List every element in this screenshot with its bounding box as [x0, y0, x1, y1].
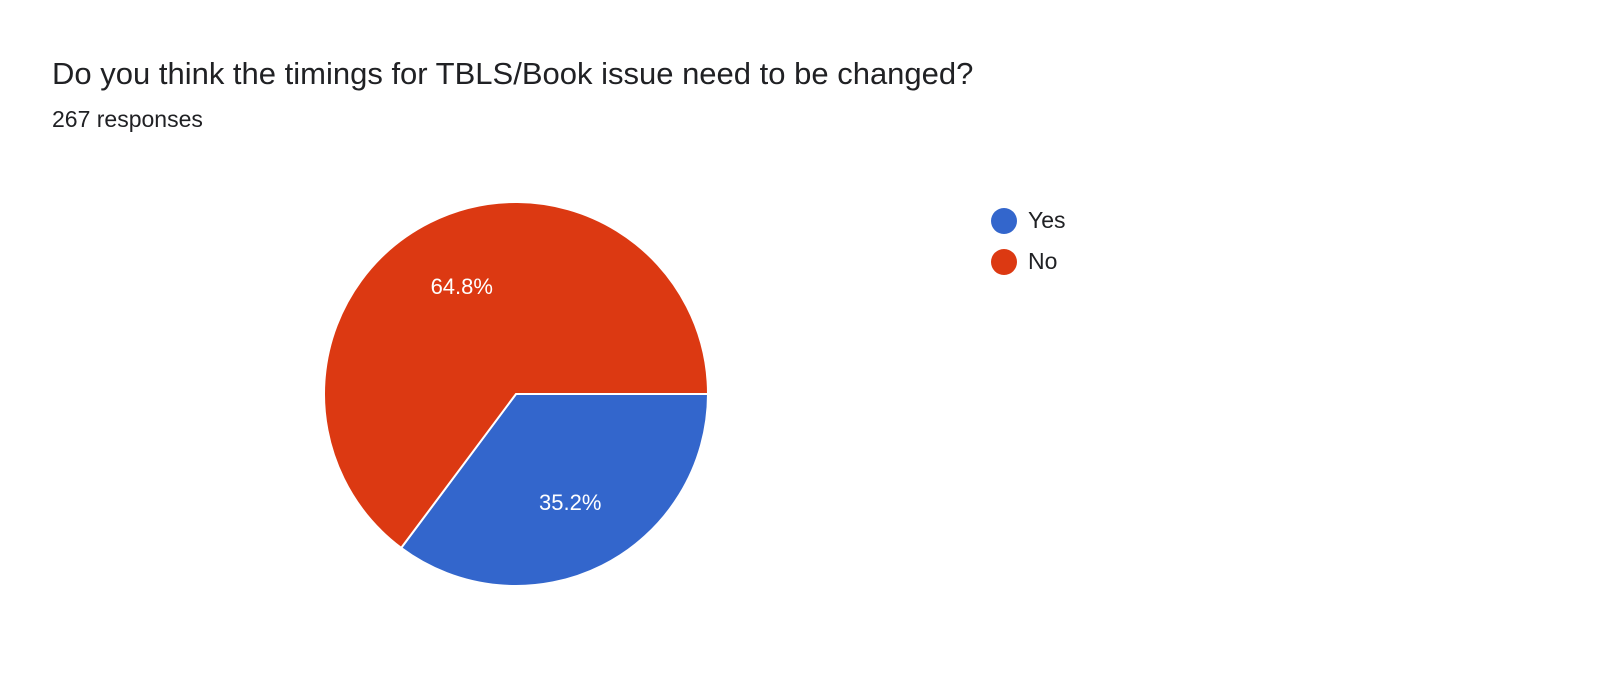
- response-count: 267 responses: [52, 106, 203, 132]
- legend-item-yes[interactable]: Yes: [991, 200, 1066, 241]
- legend-label-no: No: [1028, 248, 1058, 274]
- legend-item-no[interactable]: No: [991, 241, 1066, 282]
- legend: Yes No: [991, 200, 1066, 282]
- data-label-no: 64.8%: [431, 274, 493, 299]
- legend-label-yes: Yes: [1028, 207, 1066, 233]
- legend-swatch-yes: [991, 207, 1017, 234]
- data-label-yes: 35.2%: [539, 490, 601, 515]
- pie-slice-no[interactable]: [323, 201, 710, 550]
- chart-title: Do you think the timings for TBLS/Book i…: [52, 56, 974, 91]
- legend-swatch-no: [991, 248, 1017, 275]
- pie-slice-yes[interactable]: [399, 393, 710, 587]
